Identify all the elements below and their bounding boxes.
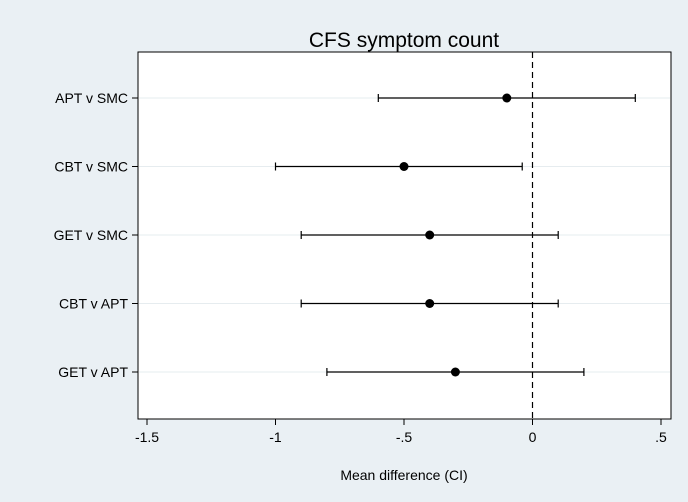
y-tick-label: APT v SMC xyxy=(55,90,128,106)
y-tick-label: GET v APT xyxy=(58,364,128,380)
point-estimates xyxy=(399,93,512,377)
point-estimate xyxy=(399,162,409,171)
x-tick-label: .5 xyxy=(655,429,667,445)
x-tick-label: -1.5 xyxy=(135,429,159,445)
y-axis-ticks: APT v SMC CBT v SMC GET v SMC CBT v APT GET … xyxy=(54,90,138,380)
x-axis-label: Mean difference (CI) xyxy=(340,467,467,483)
y-tick-label: CBT v SMC xyxy=(54,159,128,175)
point-estimate xyxy=(425,299,435,308)
x-axis-ticks: -1.5 -1 -.5 0 .5 xyxy=(135,419,667,445)
x-tick-label: 0 xyxy=(529,429,537,445)
y-tick-label: CBT v APT xyxy=(59,296,128,312)
x-tick-label: -1 xyxy=(269,429,282,445)
chart-title: CFS symptom count xyxy=(309,29,499,52)
x-tick-label: -.5 xyxy=(396,429,413,445)
y-tick-label: GET v SMC xyxy=(54,227,128,243)
point-estimate xyxy=(502,93,512,103)
point-estimate xyxy=(450,367,460,377)
point-estimate xyxy=(425,230,435,240)
